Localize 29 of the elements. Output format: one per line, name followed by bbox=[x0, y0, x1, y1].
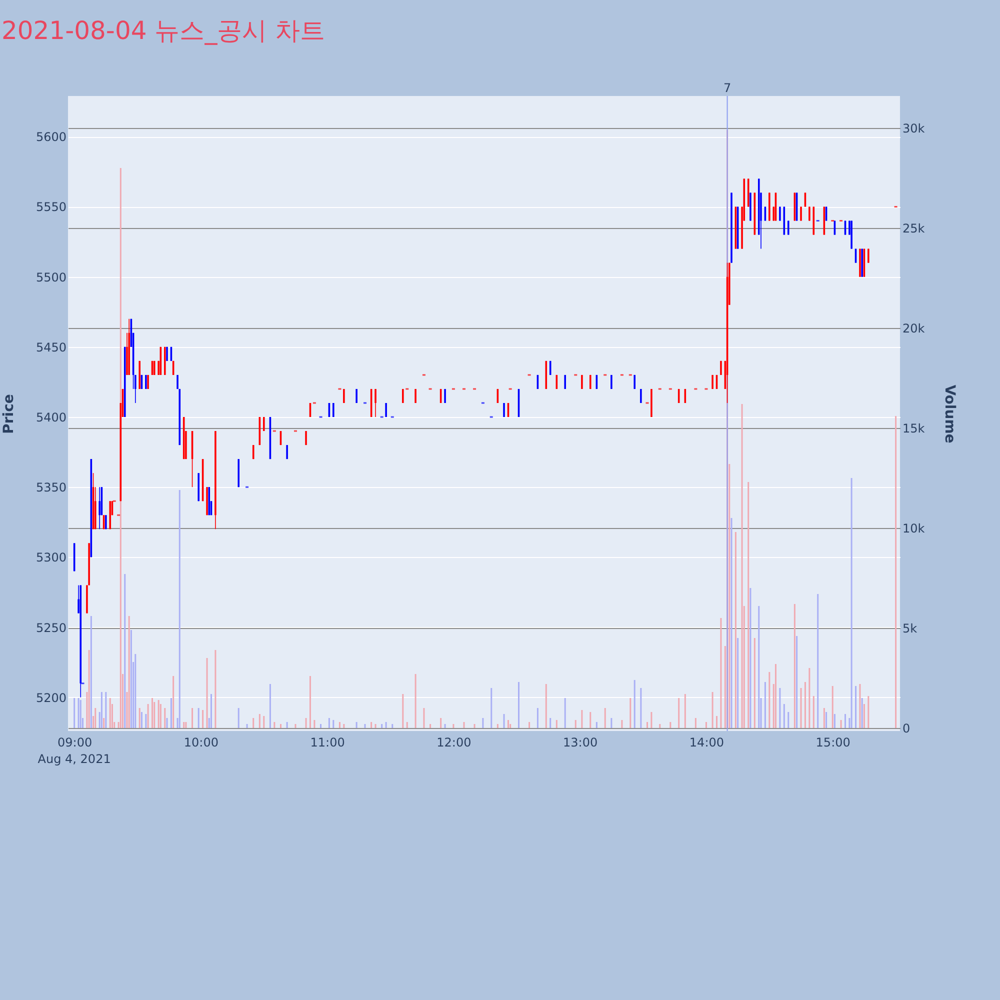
y-tick-label: 5500 bbox=[36, 270, 66, 284]
y-tick-label: 5200 bbox=[36, 690, 66, 705]
x-tick-label: 13:00 bbox=[563, 736, 598, 750]
x-tick-label: 11:00 bbox=[310, 736, 345, 750]
y2-tick-label: 20k bbox=[902, 322, 925, 336]
x-tick-label: 12:00 bbox=[436, 736, 472, 750]
y-tick-label: 5250 bbox=[36, 620, 66, 635]
candlestick bbox=[178, 388, 181, 446]
y2-tick-label: 15k bbox=[902, 422, 925, 436]
y-axis-title: Price bbox=[0, 394, 17, 434]
ref-line-label: 7 bbox=[723, 81, 732, 95]
x-tick-label: 10:00 bbox=[184, 736, 218, 750]
text: Aug 4, 2021 bbox=[38, 752, 111, 766]
y2-tick-label: 30k bbox=[902, 122, 925, 136]
y-tick-label: 5450 bbox=[36, 340, 66, 354]
x-tick-label: 09:00 bbox=[58, 736, 92, 750]
y2-tick-label: 10k bbox=[902, 522, 925, 536]
y-tick-label: 5600 bbox=[36, 130, 66, 144]
y2-tick-label: 0 bbox=[902, 722, 910, 736]
y2-tick-label: 5k bbox=[902, 622, 918, 636]
y-tick-label: 5350 bbox=[36, 480, 66, 495]
x-tick-label: 15:00 bbox=[816, 736, 850, 750]
y-tick-label: 5400 bbox=[36, 410, 66, 425]
y2-axis-title: Volume bbox=[942, 384, 958, 444]
y-tick-label: 5300 bbox=[36, 550, 66, 565]
y2-tick-label: 25k bbox=[902, 222, 925, 236]
x-tick-label: 14:00 bbox=[689, 736, 724, 750]
y-tick-label: 5550 bbox=[36, 200, 66, 214]
chart-title: 2021-08-04 뉴스_공시 차트 bbox=[1, 16, 326, 45]
